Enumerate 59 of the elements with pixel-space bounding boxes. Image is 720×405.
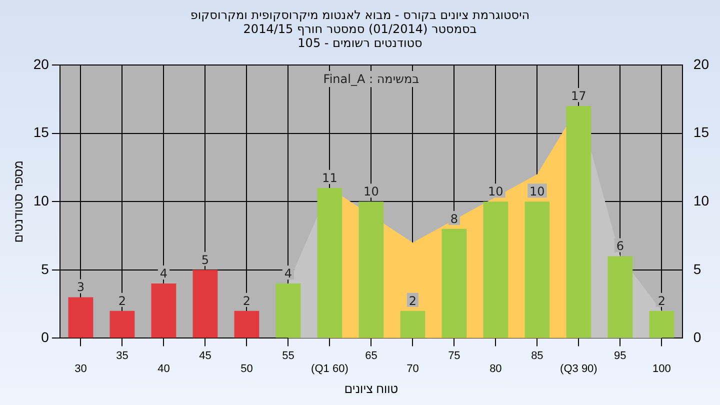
- data-label: 5: [201, 252, 210, 267]
- y2-tick-label: 15: [693, 124, 710, 140]
- y-axis-title: מספר סטודנטים: [12, 160, 26, 243]
- bar: [234, 310, 260, 338]
- y-tick-label: 20: [33, 56, 50, 72]
- bar: [608, 256, 633, 338]
- x-tick-label: (Q3 90): [560, 363, 598, 376]
- x-tick-label: (Q1 60): [311, 363, 348, 376]
- bar: [400, 310, 426, 338]
- bar: [483, 202, 508, 338]
- x-tick-label: 45: [199, 350, 212, 362]
- y2-tick-label: 5: [693, 260, 702, 277]
- data-label: 3: [76, 280, 85, 294]
- bar: [110, 310, 135, 338]
- x-tick-label: 75: [448, 350, 460, 362]
- bar: [358, 202, 384, 338]
- bar: [649, 310, 674, 338]
- annotation: Final_A : במשימה: [323, 72, 420, 86]
- bar: [566, 106, 592, 338]
- y-tick-label: 10: [33, 192, 50, 208]
- bar: [524, 202, 550, 338]
- x-tick-label: 30: [74, 363, 87, 376]
- x-axis-title: טווח ציונים: [344, 382, 398, 396]
- data-label: 11: [322, 170, 338, 185]
- y-tick-label: 15: [33, 124, 50, 140]
- bar: [442, 228, 467, 338]
- data-label: 10: [364, 184, 379, 199]
- x-tick-label: 70: [406, 363, 419, 376]
- x-tick-label: 80: [490, 363, 502, 376]
- data-label: 8: [450, 212, 458, 226]
- bar: [276, 284, 301, 338]
- data-label: 10: [488, 184, 504, 199]
- x-tick-label: 55: [282, 350, 294, 362]
- data-label: 2: [118, 294, 126, 308]
- data-label: 2: [658, 294, 666, 308]
- data-label: 4: [284, 266, 292, 281]
- data-label: 6: [616, 239, 624, 254]
- x-tick-label: 65: [365, 350, 378, 362]
- bar: [68, 297, 94, 338]
- y2-tick-label: 10: [693, 192, 710, 208]
- data-label: 10: [530, 184, 545, 199]
- x-tick-label: 85: [531, 350, 544, 362]
- data-label: 17: [571, 88, 586, 103]
- x-tick-label: 95: [614, 350, 626, 362]
- y-tick-label: 0: [41, 329, 50, 346]
- x-tick-label: 40: [158, 363, 170, 376]
- data-label: 4: [160, 266, 168, 281]
- y2-tick-label: 20: [693, 56, 710, 72]
- y-tick-label: 5: [41, 260, 50, 277]
- chart-title: היסטוגרמת ציונים בקורס - מבוא לאנטומ מיקרוסקופית ומקרוסקופ: [189, 8, 531, 22]
- y2-tick-label: 0: [693, 329, 702, 346]
- x-tick-label: 50: [240, 363, 253, 376]
- data-label: 2: [408, 294, 417, 308]
- x-tick-label: 100: [652, 363, 671, 376]
- bar: [192, 270, 218, 338]
- chart-subtitle: בסמסטר (01/2014) סמסטר חורף 2014/15 סטודנטים רשומים - 105: [242, 22, 478, 50]
- x-tick-label: 35: [116, 350, 128, 362]
- data-label: 2: [242, 294, 251, 308]
- bar: [151, 284, 176, 338]
